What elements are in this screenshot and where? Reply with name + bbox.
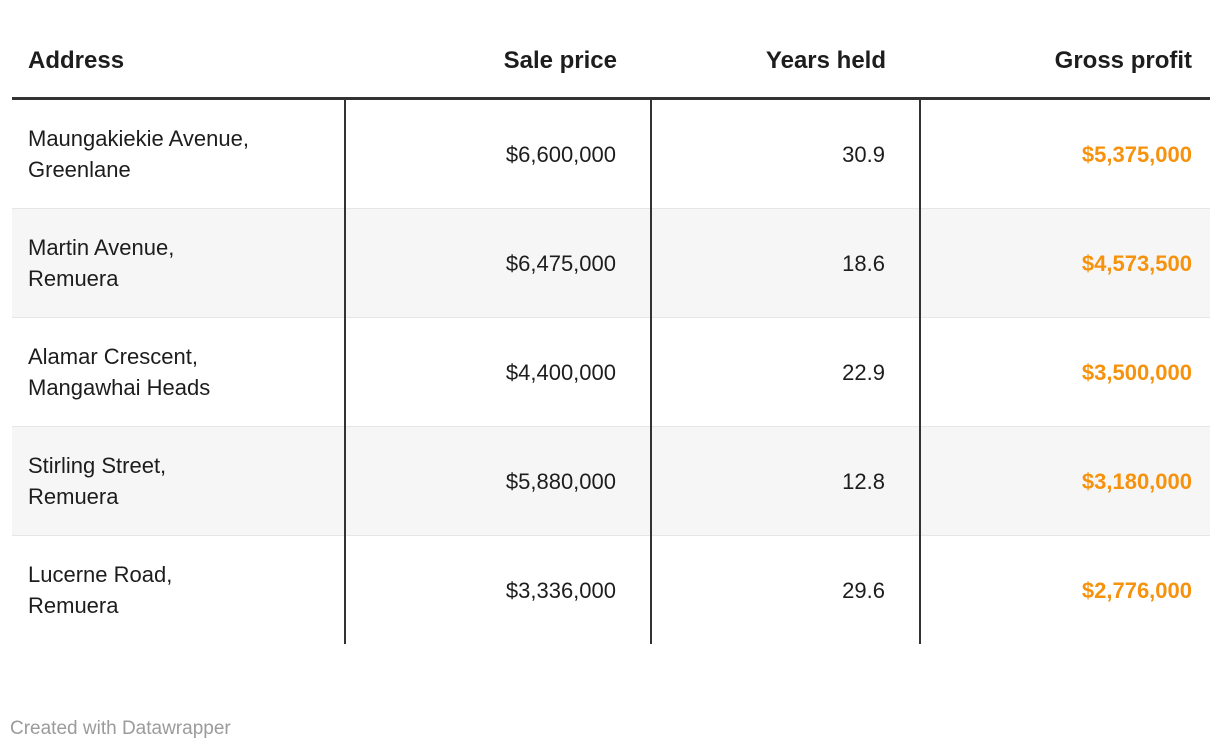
- sale-price-cell: $3,336,000: [344, 535, 651, 644]
- gross-profit-cell: $3,180,000: [919, 426, 1210, 536]
- years-held-cell: 12.8: [650, 426, 920, 536]
- column-header-sale-price: Sale price: [345, 46, 651, 100]
- address-street: Lucerne Road,: [28, 562, 173, 587]
- datawrapper-attribution-link[interactable]: Created with Datawrapper: [10, 718, 231, 739]
- address-suburb: Remuera: [28, 593, 119, 618]
- address-suburb: Mangawhai Heads: [28, 375, 211, 400]
- address-street: Stirling Street,: [28, 453, 167, 478]
- table-row: Maungakiekie Avenue, Greenlane $6,600,00…: [12, 98, 1210, 209]
- sale-price-cell: $6,475,000: [344, 208, 651, 318]
- column-header-gross-profit: Gross profit: [920, 46, 1210, 100]
- address-cell: Maungakiekie Avenue, Greenlane: [12, 98, 345, 209]
- sale-price-cell: $6,600,000: [344, 98, 651, 209]
- address-cell: Lucerne Road, Remuera: [12, 535, 345, 644]
- address-suburb: Remuera: [28, 484, 119, 509]
- address-street: Alamar Crescent,: [28, 344, 198, 369]
- column-header-address: Address: [12, 46, 345, 100]
- table-row: Lucerne Road, Remuera $3,336,000 29.6 $2…: [12, 535, 1210, 644]
- address-street: Maungakiekie Avenue,: [28, 126, 249, 151]
- table-row: Stirling Street, Remuera $5,880,000 12.8…: [12, 426, 1210, 536]
- column-header-years-held: Years held: [651, 46, 920, 100]
- address-street: Martin Avenue,: [28, 235, 175, 260]
- property-sales-table: Address Sale price Years held Gross prof…: [12, 46, 1210, 644]
- datawrapper-table-visualization: Address Sale price Years held Gross prof…: [0, 46, 1220, 739]
- address-cell: Martin Avenue, Remuera: [12, 208, 345, 318]
- header-row: Address Sale price Years held Gross prof…: [12, 46, 1210, 100]
- years-held-cell: 18.6: [650, 208, 920, 318]
- address-cell: Alamar Crescent, Mangawhai Heads: [12, 317, 345, 427]
- table-row: Martin Avenue, Remuera $6,475,000 18.6 $…: [12, 208, 1210, 318]
- gross-profit-cell: $4,573,500: [919, 208, 1210, 318]
- sale-price-cell: $4,400,000: [344, 317, 651, 427]
- gross-profit-cell: $3,500,000: [919, 317, 1210, 427]
- years-held-cell: 22.9: [650, 317, 920, 427]
- gross-profit-cell: $2,776,000: [919, 535, 1210, 644]
- years-held-cell: 29.6: [650, 535, 920, 644]
- table-row: Alamar Crescent, Mangawhai Heads $4,400,…: [12, 317, 1210, 427]
- sale-price-cell: $5,880,000: [344, 426, 651, 536]
- address-cell: Stirling Street, Remuera: [12, 426, 345, 536]
- address-suburb: Remuera: [28, 266, 119, 291]
- address-suburb: Greenlane: [28, 157, 131, 182]
- years-held-cell: 30.9: [650, 98, 920, 209]
- gross-profit-cell: $5,375,000: [919, 98, 1210, 209]
